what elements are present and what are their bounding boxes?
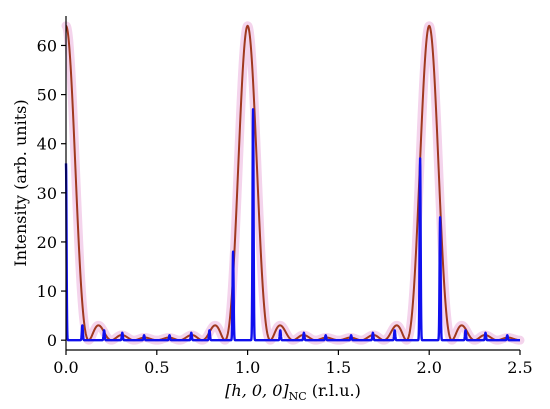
y-tick-label: 30 — [37, 184, 57, 203]
y-tick-label: 40 — [37, 135, 57, 154]
series-1-line — [65, 24, 521, 342]
x-axis-label: [h, 0, 0]NC (r.l.u.) — [225, 381, 361, 403]
x-tick-label: 1.5 — [326, 358, 351, 377]
x-axis-label-suffix: (r.l.u.) — [307, 381, 361, 400]
x-tick-label: 1.0 — [235, 358, 260, 377]
y-tick-label: 0 — [47, 331, 57, 350]
y-tick-label: 20 — [37, 233, 57, 252]
y-tick-label: 50 — [37, 86, 57, 105]
series-lines-layer — [64, 24, 522, 342]
x-tick-label: 0.0 — [53, 358, 78, 377]
series-2-line — [64, 108, 522, 342]
series-1-glow — [61, 21, 525, 345]
x-axis-label-subscript: NC — [289, 390, 307, 403]
x-tick-label: 2.0 — [416, 358, 441, 377]
y-tick-label: 60 — [37, 36, 57, 55]
ticks-layer: 0.0 0.5 1.0 1.5 2.0 2.5 0 10 20 30 40 50 60 — [37, 36, 533, 377]
y-tick-label: 10 — [37, 282, 57, 301]
x-axis-label-main: [h, 0, 0] — [225, 381, 289, 400]
axes-layer — [65, 16, 520, 351]
pink-glow-layer — [61, 21, 525, 345]
y-axis-label: Intensity (arb. units) — [11, 99, 30, 266]
x-tick-label: 0.5 — [144, 358, 169, 377]
x-tick-label: 2.5 — [507, 358, 532, 377]
